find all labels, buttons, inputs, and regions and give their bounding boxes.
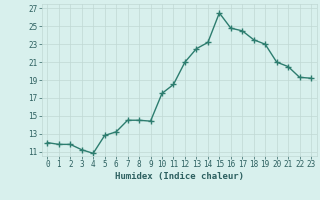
- X-axis label: Humidex (Indice chaleur): Humidex (Indice chaleur): [115, 172, 244, 181]
